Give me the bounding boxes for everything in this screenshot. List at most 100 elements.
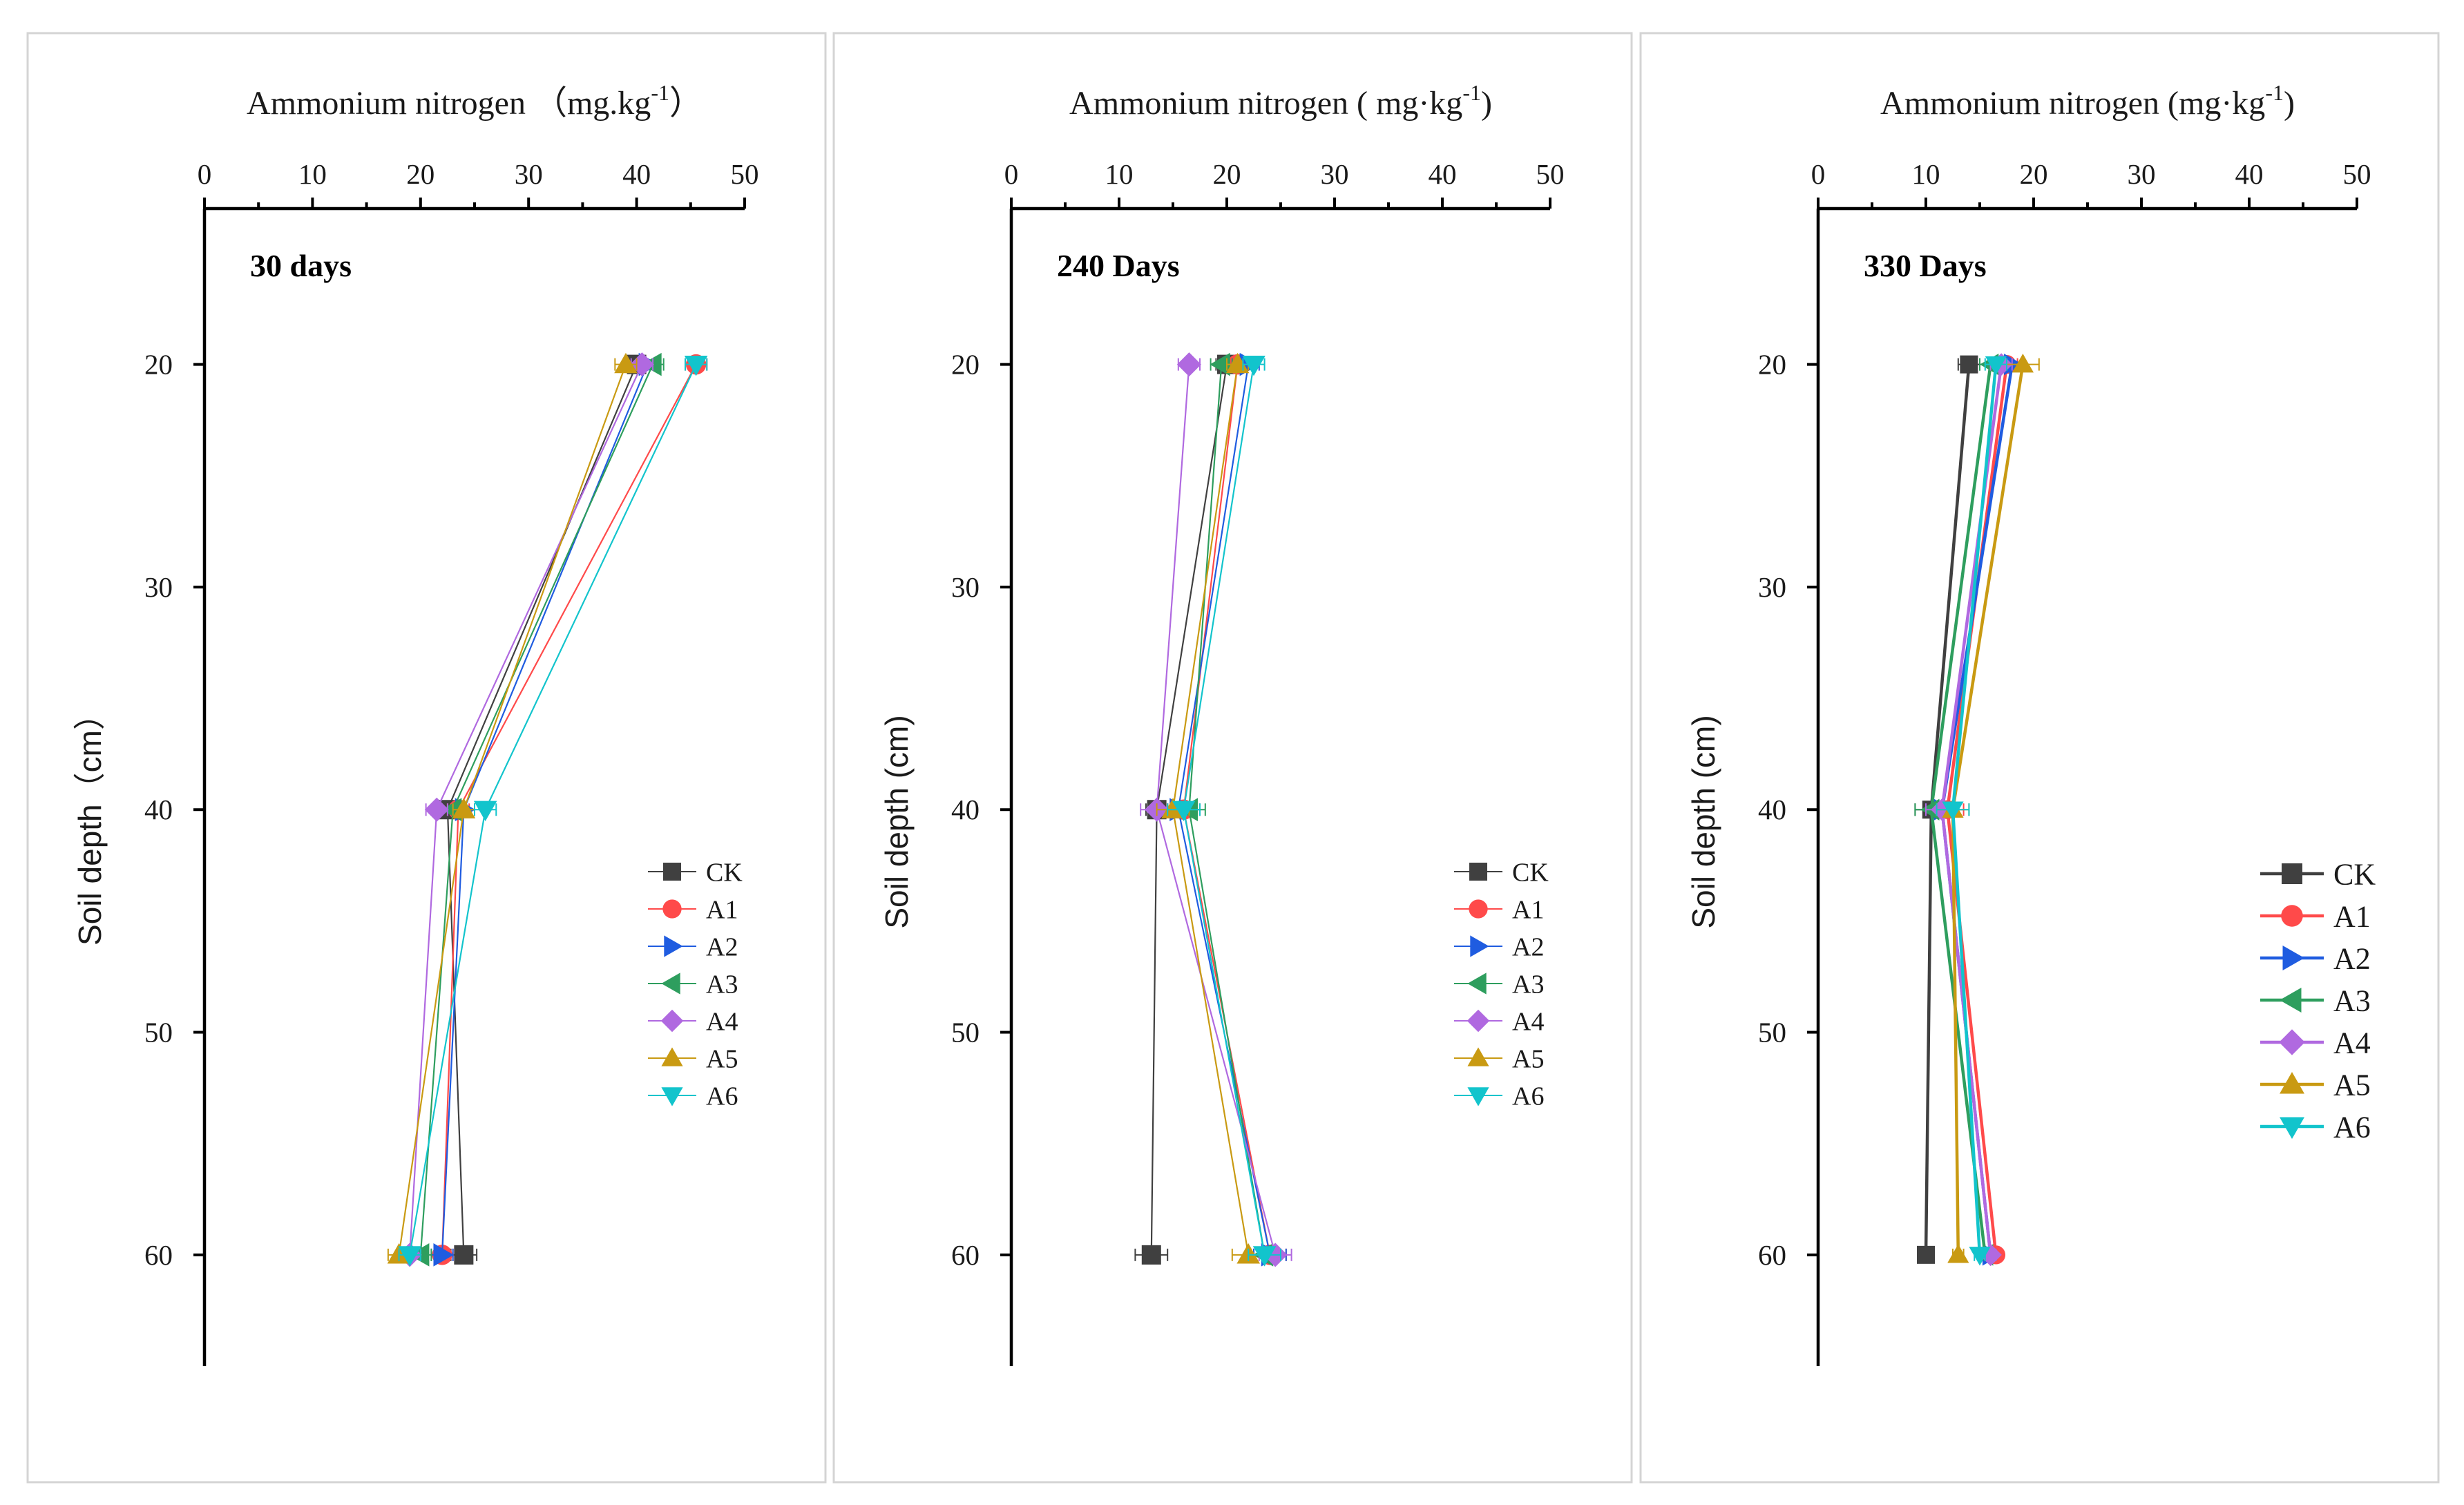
- legend-item-a5: A5: [2260, 1068, 2371, 1102]
- legend: CK A1 A2 A3 A4 A5 A6: [1454, 858, 1549, 1111]
- x-axis-title-main: Ammonium nitrogen （mg.kg: [247, 85, 651, 122]
- y-tick-label: 30: [1758, 571, 1786, 603]
- x-tick-label: 10: [1912, 158, 1940, 190]
- series-a6: [1167, 356, 1281, 1267]
- legend-label: A3: [1512, 970, 1544, 999]
- x-tick-label: 40: [2235, 158, 2264, 190]
- legend-marker: [1467, 1047, 1489, 1066]
- x-tick-label: 20: [2020, 158, 2048, 190]
- legend-marker: [1469, 899, 1488, 919]
- legend-item-a1: A1: [2260, 899, 2371, 933]
- series-a6: [1936, 356, 2007, 1266]
- legend-item-a4: A4: [2260, 1026, 2371, 1060]
- y-tick-label: 40: [1758, 794, 1786, 825]
- y-axis-title: Soil depth (cm): [1685, 715, 1721, 928]
- data-point-a6: [398, 1246, 421, 1267]
- x-tick-label: 10: [298, 158, 327, 190]
- data-point-a5: [452, 798, 476, 818]
- y-axis-title: Soil depth（cm）: [72, 698, 108, 946]
- legend-marker: [2279, 1029, 2305, 1055]
- legend-label: A2: [706, 932, 738, 961]
- x-tick-label: 20: [1213, 158, 1241, 190]
- x-tick-label: 20: [406, 158, 434, 190]
- legend-label: A4: [1512, 1007, 1544, 1036]
- data-point-a6: [1242, 356, 1266, 376]
- legend-marker: [2282, 946, 2304, 970]
- x-tick-label: 30: [2128, 158, 2156, 190]
- legend-item-a3: A3: [648, 970, 738, 999]
- legend-marker: [664, 935, 683, 957]
- legend-item-a1: A1: [1454, 895, 1544, 924]
- chart-panel-3: Ammonium nitrogen (mg·kg-1) 0 10 20 30 40 50 20…: [1639, 32, 2440, 1484]
- legend: CK A1 A2 A3 A4 A5 A6: [2260, 857, 2376, 1144]
- legend-label: A1: [1512, 895, 1544, 924]
- legend-item-a1: A1: [648, 895, 738, 924]
- legend-label: A3: [706, 970, 738, 999]
- y-tick-label: 20: [951, 349, 980, 381]
- y-axis-title: Soil depth (cm): [879, 715, 915, 928]
- legend-item-a6: A6: [1454, 1082, 1544, 1111]
- legend-marker: [2281, 905, 2303, 927]
- y-tick-label: 60: [1758, 1239, 1786, 1271]
- legend-label: CK: [706, 858, 743, 887]
- legend-item-a6: A6: [2260, 1110, 2371, 1144]
- y-tick-label: 50: [1758, 1017, 1786, 1048]
- panel-label: 30 days: [250, 248, 352, 283]
- data-point-ck: [454, 1245, 474, 1265]
- panel-frame: [26, 32, 827, 1484]
- x-tick-label: 30: [1321, 158, 1349, 190]
- data-point-a6: [473, 801, 497, 822]
- data-point-a5: [2012, 354, 2034, 373]
- y-tick-label: 30: [144, 571, 173, 603]
- y-tick-label: 20: [144, 349, 173, 381]
- legend-item-ck: CK: [1454, 858, 1549, 887]
- legend-label: CK: [2333, 857, 2376, 891]
- data-point-a6: [1969, 1247, 1991, 1266]
- data-point-ck: [1917, 1245, 1935, 1264]
- legend-item-a4: A4: [648, 1007, 738, 1036]
- y-tick-label: 30: [951, 571, 980, 603]
- legend-marker: [1469, 863, 1487, 881]
- data-point-a5: [1947, 1244, 1969, 1263]
- y-tick-label: 50: [951, 1017, 980, 1048]
- chart-panel-1: Ammonium nitrogen （mg.kg-1） 0 10 20 30 40 50 20…: [26, 32, 827, 1484]
- legend-marker: [661, 972, 680, 995]
- panel-frame: [1639, 32, 2440, 1484]
- legend-label: A6: [706, 1082, 738, 1111]
- legend-item-a2: A2: [1454, 932, 1544, 961]
- chart-panels: Ammonium nitrogen （mg.kg-1）0 10 20 30 40 5020…: [26, 32, 2440, 1484]
- legend-item-ck: CK: [648, 858, 743, 887]
- legend-label: A5: [1512, 1044, 1544, 1073]
- legend-item-a2: A2: [2260, 941, 2371, 975]
- legend-item-a5: A5: [648, 1044, 738, 1073]
- legend-label: A5: [706, 1044, 738, 1073]
- x-axis-title-exponent: -1: [1462, 80, 1481, 105]
- x-axis-title-close: ）: [669, 85, 703, 122]
- legend-item-a2: A2: [648, 932, 738, 961]
- data-point-a6: [1942, 801, 1964, 821]
- x-tick-label: 10: [1105, 158, 1134, 190]
- legend-item-a3: A3: [2260, 984, 2371, 1017]
- x-axis-title-exponent: -1: [651, 80, 669, 105]
- data-point-ck: [1960, 355, 1978, 374]
- legend-marker: [660, 1009, 684, 1033]
- legend-marker: [1467, 1009, 1490, 1033]
- y-tick-label: 50: [144, 1017, 173, 1048]
- legend: CK A1 A2 A3 A4 A5 A6: [648, 858, 743, 1111]
- panel-label: 330 Days: [1864, 248, 1987, 283]
- x-tick-label: 50: [2343, 158, 2371, 190]
- legend-marker: [1467, 972, 1487, 995]
- x-tick-label: 40: [622, 158, 651, 190]
- x-axis-title-close: ): [2284, 85, 2295, 122]
- x-tick-label: 40: [1429, 158, 1457, 190]
- data-point-a3: [1210, 352, 1230, 376]
- legend-marker: [2280, 1117, 2304, 1139]
- legend-label: A1: [706, 895, 738, 924]
- data-point-a4: [424, 797, 449, 822]
- data-point-a4: [1176, 352, 1201, 377]
- legend-label: A4: [2333, 1026, 2371, 1060]
- x-axis-title-main: Ammonium nitrogen ( mg·kg: [1069, 85, 1462, 122]
- data-point-a6: [1985, 356, 2007, 376]
- legend-label: CK: [1512, 858, 1549, 887]
- legend-item-a4: A4: [1454, 1007, 1544, 1036]
